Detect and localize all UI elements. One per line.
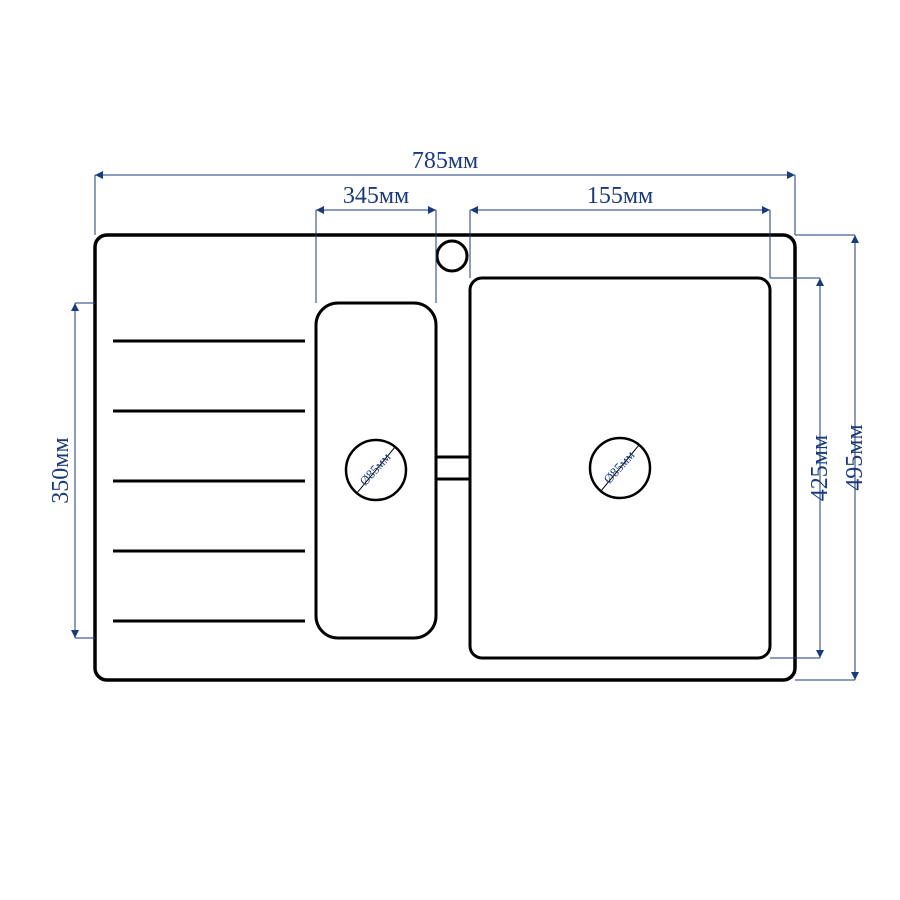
dim-mid-width-label: 345мм — [343, 183, 409, 209]
dim-outer-height-label: 495мм — [842, 424, 868, 490]
sink-dimension-diagram: Ø85мм Ø85мм 785мм345мм 155мм 350мм 425мм 495м… — [0, 0, 900, 900]
tap-hole — [437, 241, 467, 271]
dim-right-width-label: 155мм — [587, 183, 653, 209]
drain-main-bowl-label: Ø85мм — [600, 448, 637, 487]
dim-total-width-label: 785мм — [412, 148, 478, 174]
dim-left-height-label: 350мм — [48, 437, 74, 503]
dim-inner-height-label: 425мм — [807, 435, 833, 501]
drain-small-bowl-label: Ø85мм — [356, 450, 393, 489]
